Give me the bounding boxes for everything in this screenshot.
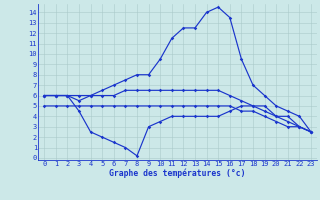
X-axis label: Graphe des températures (°c): Graphe des températures (°c) (109, 169, 246, 178)
